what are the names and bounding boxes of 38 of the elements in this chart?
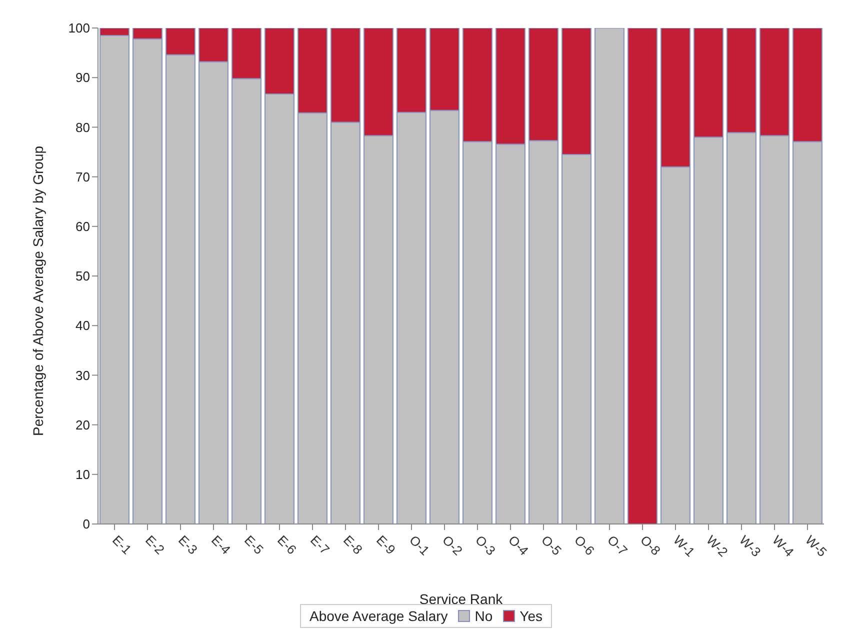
x-tick-label: E-6	[274, 532, 300, 558]
x-tick-label: O-8	[638, 532, 664, 558]
x-tick-label: W-5	[802, 532, 830, 560]
x-tick-label: O-6	[572, 532, 598, 558]
y-tick-label: 100	[68, 20, 90, 36]
y-tick-label: 0	[82, 516, 90, 532]
x-tick-label: O-5	[538, 532, 564, 558]
y-tick-label: 80	[76, 120, 90, 135]
x-tick-label: E-2	[142, 532, 168, 558]
x-tick-label: O-7	[604, 532, 630, 558]
y-tick-label: 20	[76, 417, 90, 432]
y-tick-label: 10	[76, 467, 90, 482]
x-axis-title: Service Rank	[419, 591, 504, 607]
bar	[627, 28, 658, 524]
y-axis-title: Percentage of Above Average Salary by Group	[30, 146, 46, 436]
x-tick-label: E-8	[340, 532, 366, 558]
x-tick-label: O-2	[440, 532, 466, 558]
y-tick-label: 70	[76, 169, 90, 184]
y-tick-label: 90	[76, 70, 90, 86]
y-tick-label: 30	[76, 368, 90, 383]
x-tick-label: W-4	[770, 532, 797, 560]
x-tick-label: E-4	[208, 532, 234, 558]
legend-label: No	[474, 608, 493, 624]
y-tick-label: 40	[76, 318, 90, 334]
x-tick-label: W-3	[736, 532, 764, 560]
x-tick-label: E-1	[110, 532, 134, 558]
x-tick-label: E-7	[308, 532, 332, 558]
x-tick-label: E-3	[176, 532, 200, 558]
x-tick-label: O-1	[406, 532, 432, 558]
x-tick-label: E-9	[374, 532, 398, 558]
legend-label: Yes	[520, 608, 543, 624]
x-tick-label: E-5	[242, 532, 266, 558]
bar	[594, 28, 624, 524]
y-tick-label: 60	[76, 219, 90, 234]
y-tick-label: 50	[76, 268, 90, 284]
x-tick-label: O-4	[506, 532, 532, 558]
legend-title: Above Average Salary	[309, 608, 448, 624]
x-tick-label: O-3	[472, 532, 498, 558]
